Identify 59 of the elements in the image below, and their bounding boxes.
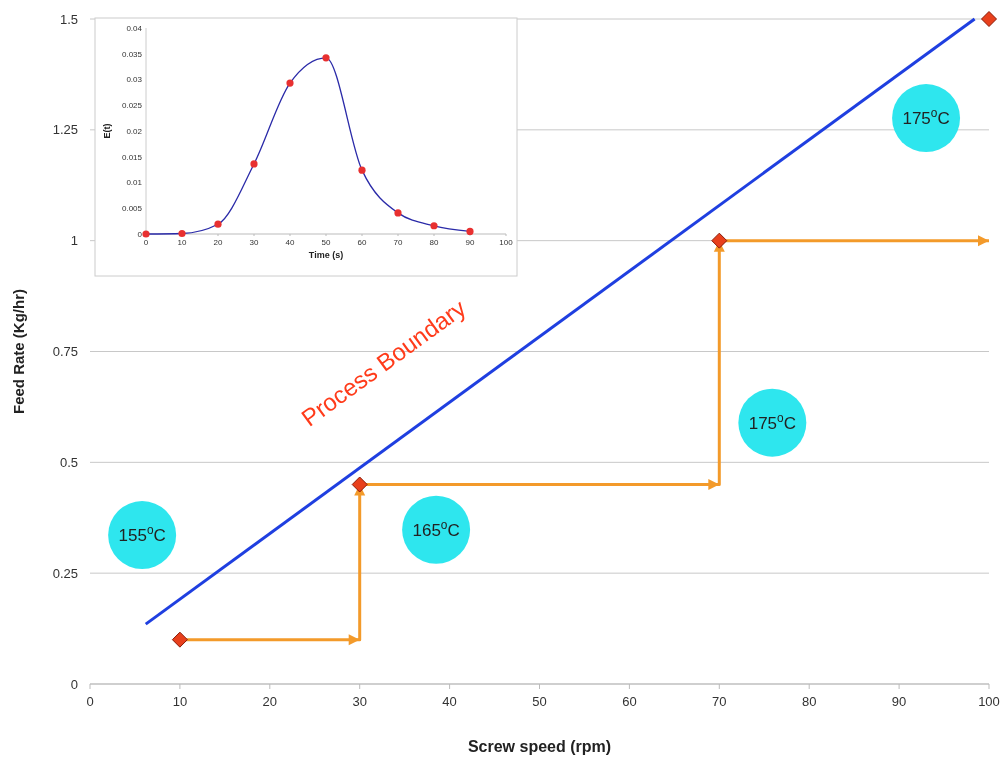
point bbox=[351, 476, 368, 493]
x-tick-label: 0 bbox=[143, 238, 149, 247]
x-tick-label: 20 bbox=[213, 238, 223, 247]
y-tick-label: 0.03 bbox=[126, 75, 143, 85]
x-tick-label: 50 bbox=[321, 238, 331, 247]
point bbox=[466, 227, 474, 236]
y-axis-title: Feed Rate (Kg/hr) bbox=[10, 288, 27, 415]
annotation: 175$^{o}$C bbox=[748, 410, 796, 433]
x-tick-label: 70 bbox=[393, 238, 403, 247]
point bbox=[981, 11, 997, 27]
x-tick-label: 60 bbox=[622, 694, 637, 709]
point bbox=[171, 631, 188, 648]
point bbox=[358, 166, 366, 174]
y-tick-label: 0.035 bbox=[121, 49, 143, 59]
x-tick-label: 0 bbox=[86, 694, 94, 709]
x-tick-label: 40 bbox=[285, 238, 295, 247]
y-tick-label: 1.25 bbox=[52, 122, 78, 138]
x-tick-label: 80 bbox=[429, 238, 439, 247]
x-tick-label: 100 bbox=[978, 694, 1000, 709]
y-tick-label: 0.025 bbox=[121, 101, 143, 111]
y-tick-label: 0.75 bbox=[52, 344, 78, 360]
point bbox=[711, 232, 728, 249]
point bbox=[286, 79, 294, 87]
x-tick-label: 90 bbox=[465, 238, 475, 247]
x-tick-label: 10 bbox=[172, 694, 188, 709]
point bbox=[322, 54, 330, 62]
x-tick-label: 30 bbox=[352, 694, 367, 709]
x-tick-label: 90 bbox=[891, 694, 907, 709]
x-tick-label: 40 bbox=[442, 694, 457, 709]
x-tick-label: 20 bbox=[262, 694, 278, 709]
y-tick-label: 0.01 bbox=[126, 178, 143, 188]
x-tick-label: 10 bbox=[177, 238, 187, 247]
x-tick-label: 30 bbox=[249, 238, 259, 247]
y-tick-label: 1.5 bbox=[59, 11, 78, 27]
x-tick-label: 100 bbox=[499, 238, 514, 247]
annotation: 155$^{o}$C bbox=[118, 523, 166, 546]
point bbox=[394, 209, 402, 217]
x-tick-label: 50 bbox=[532, 694, 547, 709]
point bbox=[214, 220, 222, 228]
y-tick-label: 0 bbox=[70, 676, 78, 692]
annotation: 175$^{o}$C bbox=[902, 106, 950, 129]
y-tick-label: 0.015 bbox=[121, 152, 143, 162]
x-tick-label: 70 bbox=[712, 694, 727, 709]
y-tick-label: 1 bbox=[70, 233, 78, 249]
point bbox=[250, 160, 258, 168]
point bbox=[178, 229, 186, 238]
x-tick-label: 80 bbox=[801, 694, 817, 709]
y-axis-title: E(t) bbox=[102, 123, 112, 139]
point bbox=[430, 222, 438, 230]
y-tick-label: 0.25 bbox=[52, 565, 78, 581]
annotation: 165$^{o}$C bbox=[412, 517, 460, 540]
y-tick-label: 0.04 bbox=[126, 23, 143, 33]
x-axis-title: Screw speed (rpm) bbox=[467, 738, 612, 755]
y-tick-label: 0.5 bbox=[59, 454, 78, 470]
y-tick-label: 0.02 bbox=[126, 126, 143, 136]
y-tick-label: 0.005 bbox=[121, 204, 143, 214]
x-axis-title: Time (s) bbox=[308, 250, 344, 260]
y-tick-label: 0 bbox=[137, 229, 143, 239]
x-tick-label: 60 bbox=[357, 238, 367, 247]
